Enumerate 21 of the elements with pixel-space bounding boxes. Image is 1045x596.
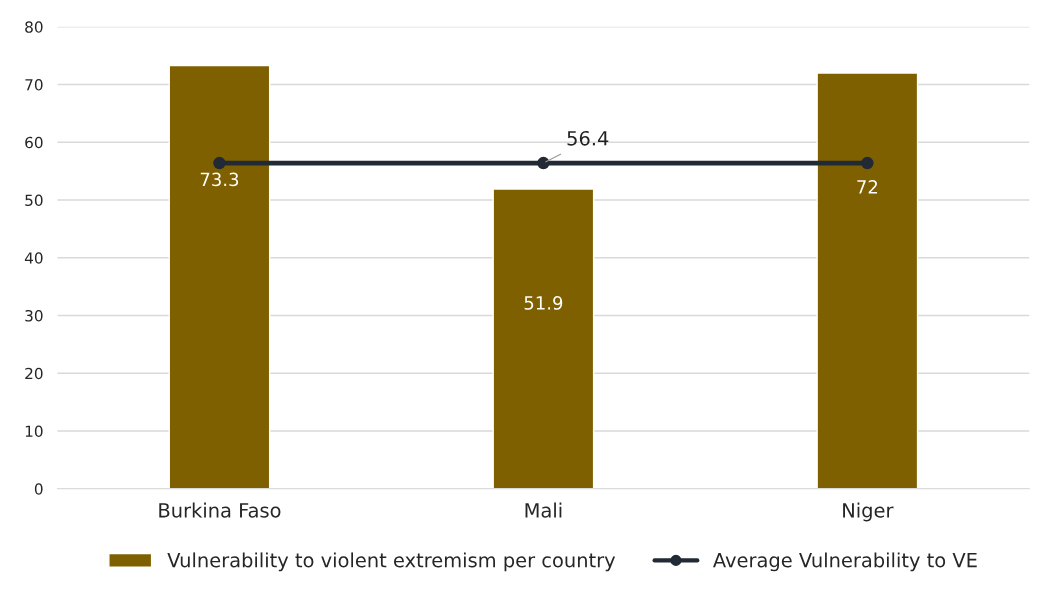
y-tick-label: 10 xyxy=(25,425,43,437)
data-label: 56.4 xyxy=(567,130,609,146)
y-tick-label: 0 xyxy=(34,483,43,495)
y-tick-label: 70 xyxy=(25,79,43,91)
data-label: 73.3 xyxy=(200,172,239,187)
bar xyxy=(816,72,919,489)
x-tick-label: Niger xyxy=(843,502,894,522)
y-tick-label: 80 xyxy=(25,21,43,33)
data-label: 51.9 xyxy=(524,296,563,310)
y-tick-label: 50 xyxy=(25,194,43,207)
x-tick-label: Mali xyxy=(525,502,562,518)
x-tick-label: Burkina Faso xyxy=(159,502,281,518)
bar xyxy=(492,188,595,489)
y-tick-label: 20 xyxy=(25,367,43,380)
y-tick-label: 40 xyxy=(24,252,43,264)
data-label: 72 xyxy=(857,180,878,194)
y-tick-label: 60 xyxy=(25,136,43,149)
legend-label: Vulnerability to violent extremism per country xyxy=(167,552,616,572)
legend-label: Average Vulnerability to VE xyxy=(713,552,977,572)
bar xyxy=(168,64,271,489)
y-tick-label: 30 xyxy=(25,309,43,322)
